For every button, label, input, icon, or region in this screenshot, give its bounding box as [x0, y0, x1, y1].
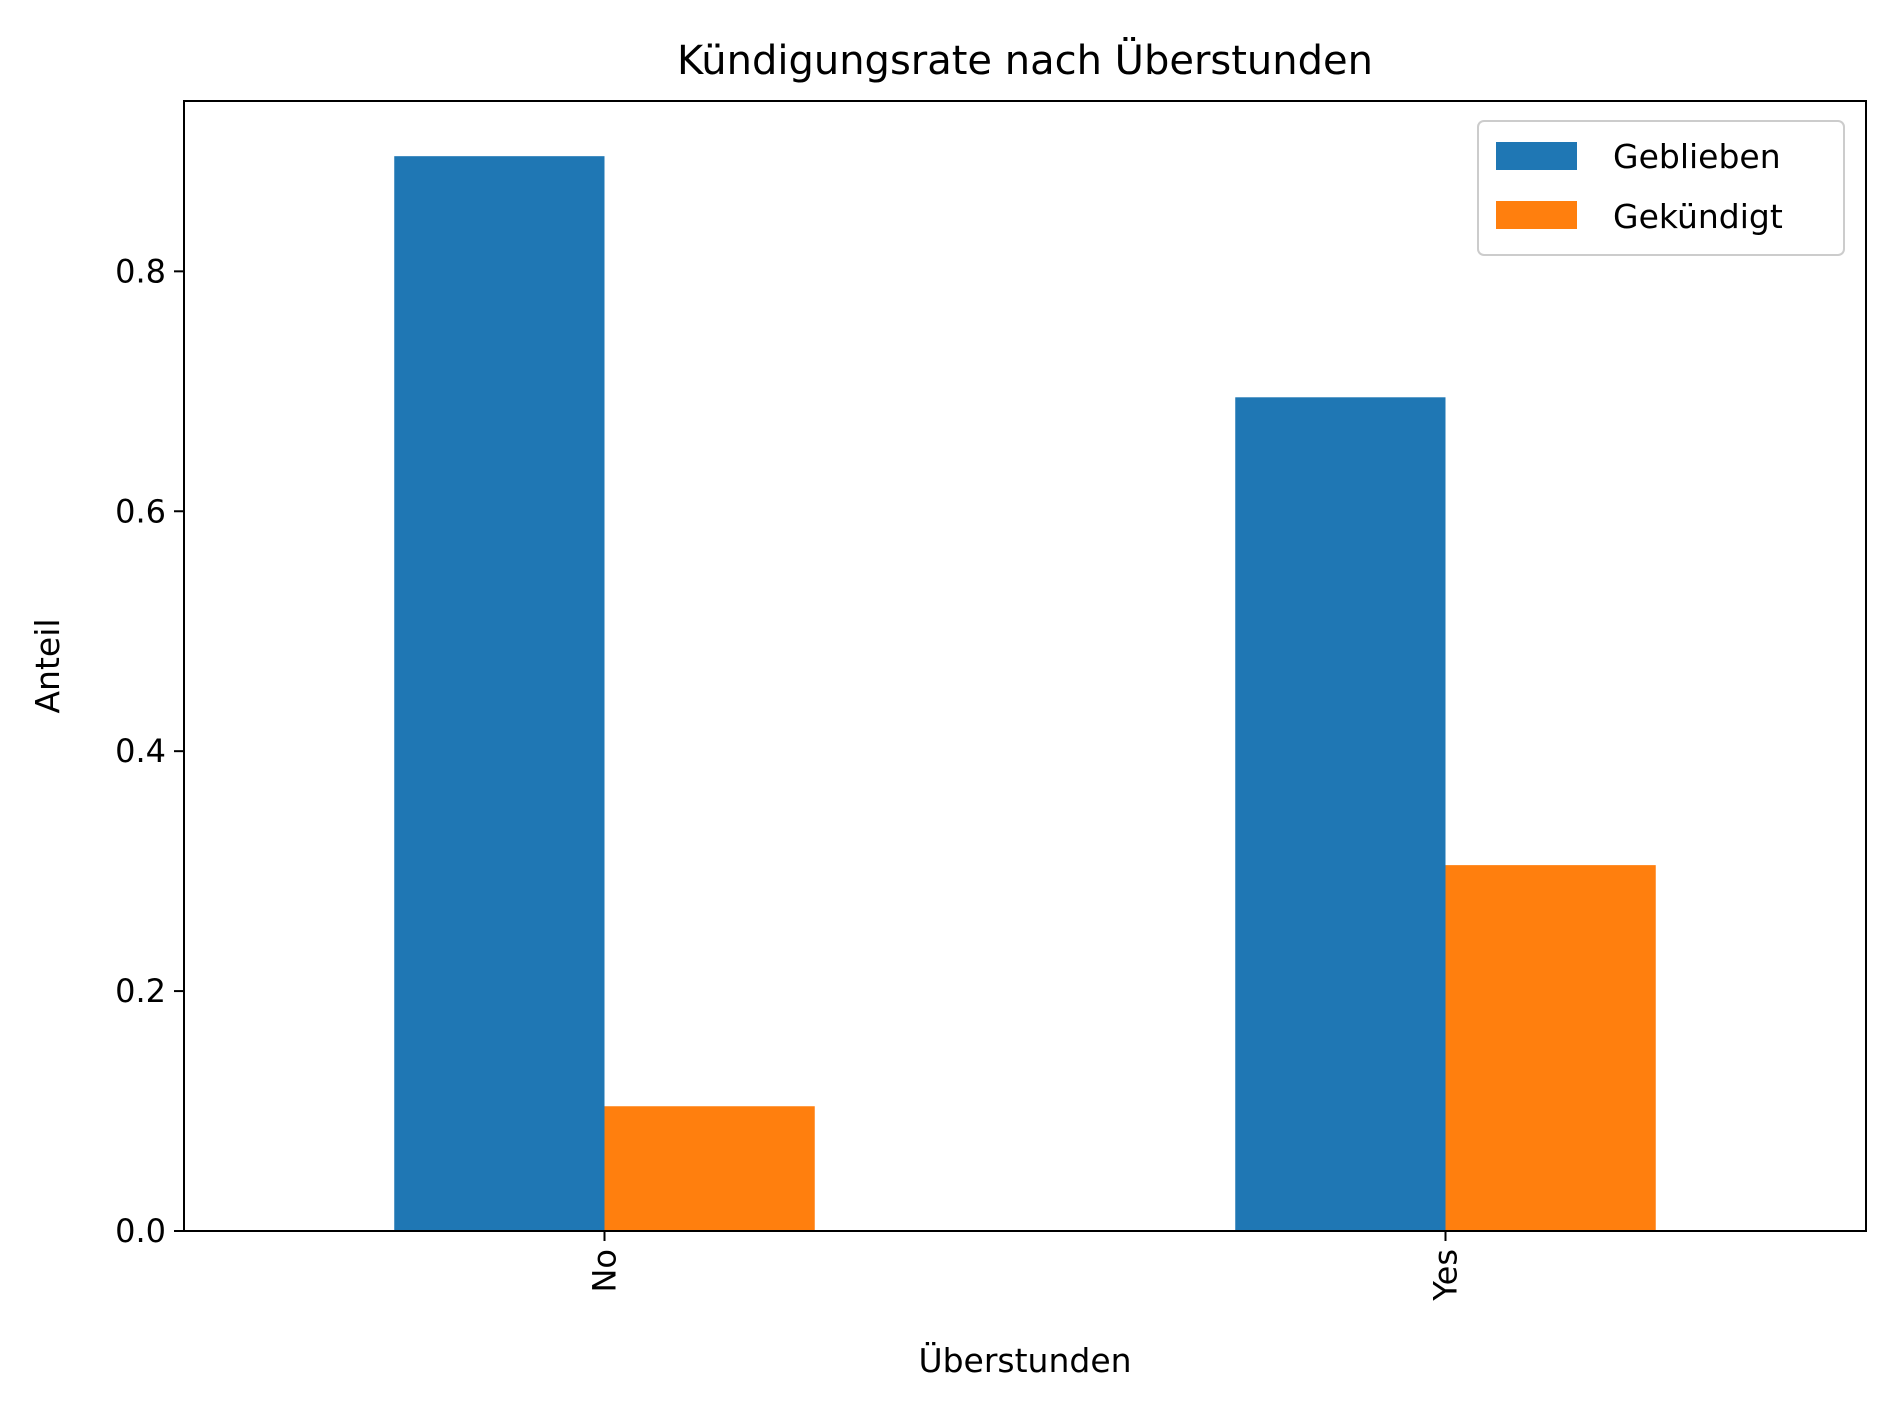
y-tick-label: 0.4	[115, 732, 166, 770]
bar-yes-geblieben	[1235, 397, 1446, 1231]
legend-swatch-geblieben	[1496, 142, 1577, 170]
y-tick-label: 0.8	[115, 252, 166, 290]
y-tick-label: 0.0	[115, 1212, 166, 1250]
legend-label-geblieben: Geblieben	[1613, 137, 1781, 176]
legend: Geblieben Gekündigt	[1477, 120, 1845, 256]
y-axis-ticks: 0.0 0.2 0.4 0.6 0.8	[115, 252, 184, 1250]
legend-swatch-gekuendigt	[1496, 201, 1577, 229]
x-tick-label-no: No	[586, 1249, 624, 1293]
y-tick-label: 0.2	[115, 972, 166, 1010]
legend-label-gekuendigt: Gekündigt	[1613, 197, 1783, 236]
bar-yes-gekuendigt	[1445, 865, 1656, 1231]
x-axis-ticks: No Yes	[586, 1231, 1465, 1302]
x-tick-label-yes: Yes	[1427, 1249, 1465, 1302]
x-axis-label: Überstunden	[918, 1340, 1131, 1380]
plot-area-frame	[183, 100, 1867, 1232]
bars-group	[394, 156, 1656, 1232]
bar-no-geblieben	[394, 156, 605, 1232]
chart-title: Kündigungsrate nach Überstunden	[677, 36, 1373, 84]
bar-no-gekuendigt	[604, 1106, 815, 1231]
y-axis-label: Anteil	[28, 618, 67, 713]
y-tick-label: 0.6	[115, 492, 166, 530]
